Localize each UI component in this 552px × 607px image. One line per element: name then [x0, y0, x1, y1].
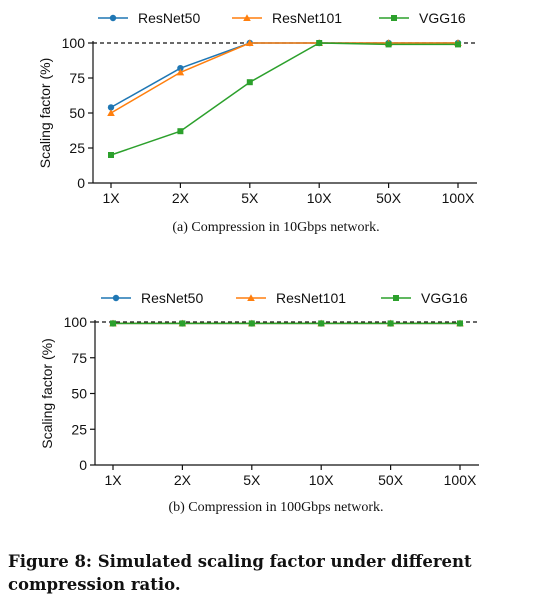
chart-a-point-1-0: [107, 109, 115, 116]
chart-a-legend-label-0: ResNet50: [138, 10, 200, 26]
chart-a-y-tick-label-3: 75: [69, 70, 85, 86]
chart-a-x-tick-label-3: 10X: [307, 190, 333, 206]
chart-b-y-tick-label-2: 50: [71, 386, 87, 402]
chart-a-series-line-1: [110, 42, 458, 114]
chart-a-series-line-0: [110, 42, 458, 109]
chart-a-point-2-1: [177, 128, 184, 135]
chart-a-point-2-0: [108, 152, 114, 158]
chart-a-y-axis-label: Scaling factor (%): [37, 58, 53, 168]
chart-b-point-2-4: [387, 320, 394, 327]
chart-a-point-2-4: [385, 41, 392, 48]
chart-a-point-1-2: [246, 39, 254, 46]
chart-b-y-tick-label-4: 100: [64, 314, 88, 330]
chart-a-x-tick-label-2: 5X: [241, 190, 259, 206]
chart-b-x-tick-label-0: 1X: [104, 472, 122, 485]
chart-b-legend-label-1: ResNet101: [276, 290, 346, 306]
chart-b-caption: (b) Compression in 100Gbps network.: [168, 500, 384, 515]
chart-b: ResNet50 ResNet101 VGG16 Scaling factor (%)…: [39, 290, 479, 485]
chart-b-x-tick-label-1: 2X: [174, 472, 192, 485]
chart-b-y-tick-label-1: 25: [71, 421, 87, 437]
chart-a-point-0-0: [107, 104, 115, 111]
chart-b-point-2-0: [110, 320, 116, 327]
chart-a-legend-marker-1: [243, 14, 251, 21]
chart-a-x-tick-label-5: 100X: [442, 190, 475, 206]
chart-a-legend-label-1: ResNet101: [272, 10, 342, 26]
chart-b-legend-marker-0: [112, 294, 120, 302]
chart-b-x-tick-label-2: 5X: [243, 472, 261, 485]
chart-a-y-tick-label-2: 50: [69, 105, 85, 121]
chart-a-series-line-2: [110, 42, 458, 156]
figure-caption: Figure 8: Simulated scaling factor under…: [8, 552, 472, 594]
chart-a-y-tick-label-4: 100: [62, 35, 86, 51]
chart-a-x-tick-label-1: 2X: [172, 190, 190, 206]
chart-a-legend-label-2: VGG16: [419, 10, 466, 26]
chart-b-legend-marker-2: [393, 295, 399, 301]
chart-a-legend-marker-0: [109, 14, 117, 22]
chart-b-x-tick-label-4: 50X: [378, 472, 404, 485]
chart-b-point-2-1: [179, 320, 186, 327]
chart-b-y-axis-label: Scaling factor (%): [39, 338, 55, 448]
chart-a-y-tick-label-1: 25: [69, 140, 85, 156]
chart-a-point-2-2: [246, 79, 253, 86]
chart-a-point-1-1: [176, 68, 185, 76]
chart-a-caption: (a) Compression in 10Gbps network.: [172, 220, 380, 235]
chart-b-point-2-3: [318, 320, 325, 327]
chart-b-y-tick-label-0: 0: [79, 457, 87, 473]
chart-a-point-2-3: [316, 40, 323, 46]
chart-a-point-2-5: [455, 41, 461, 48]
chart-b-point-2-2: [248, 320, 255, 327]
chart-b-x-tick-label-5: 100X: [444, 472, 477, 485]
chart-a-y-tick-label-0: 0: [77, 175, 85, 191]
chart-b-legend-label-2: VGG16: [421, 290, 468, 306]
chart-b-legend-label-0: ResNet50: [141, 290, 203, 306]
chart-a-x-tick-label-0: 1X: [102, 190, 120, 206]
chart-a-legend-marker-2: [391, 15, 397, 21]
chart-a-x-tick-label-4: 50X: [376, 190, 402, 206]
chart-b-x-tick-label-3: 10X: [309, 472, 335, 485]
chart-b-y-tick-label-3: 75: [71, 350, 87, 366]
chart-b-legend-marker-1: [247, 294, 255, 301]
chart-a: ResNet50 ResNet101 VGG16 Scaling factor (%)…: [37, 10, 477, 206]
chart-b-point-2-5: [457, 320, 463, 327]
chart-a-point-0-1: [177, 65, 184, 72]
